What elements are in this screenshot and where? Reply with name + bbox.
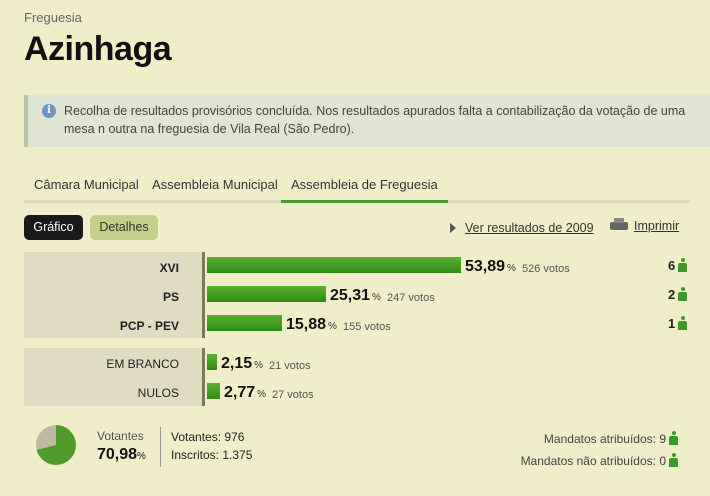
mandates-count: 1 xyxy=(668,316,688,331)
turnout-percent-value: 70,98 xyxy=(97,446,138,463)
mandates-count: 6 xyxy=(668,258,688,273)
other-label: NULOS xyxy=(137,386,179,400)
mandates-count: 2 xyxy=(668,287,688,302)
result-bar xyxy=(207,315,282,331)
notice-text: Recolha de resultados provisórios conclu… xyxy=(64,104,686,136)
percent-unit: % xyxy=(257,389,267,400)
printer-icon xyxy=(610,218,628,232)
mandatos-nao-atribuidos: Mandatos não atribuídos: 0 xyxy=(521,453,678,468)
result-percent: 15,88% xyxy=(286,316,337,334)
other-bar xyxy=(207,383,220,399)
other-votes: 21 votos xyxy=(269,360,311,372)
party-label: XVI xyxy=(159,261,179,275)
result-percent: 25,31% xyxy=(330,287,381,305)
percent-unit: % xyxy=(507,263,516,274)
results-2009-link[interactable]: Ver resultados de 2009 xyxy=(450,221,594,235)
turnout-percent: 70,98% xyxy=(97,446,146,464)
other-votes-label-panel xyxy=(24,348,202,406)
percent-unit: % xyxy=(254,360,264,371)
party-label: PCP - PEV xyxy=(119,319,179,333)
percent-value: 2,15 xyxy=(221,355,253,372)
percent-unit: % xyxy=(328,321,337,332)
other-label: EM BRANCO xyxy=(106,357,179,371)
person-icon xyxy=(669,431,678,445)
results-2009-link-text[interactable]: Ver resultados de 2009 xyxy=(465,221,594,235)
tab-camara-municipal[interactable]: Câmara Municipal xyxy=(34,177,139,192)
result-votes: 247 votos xyxy=(387,292,435,304)
page-title: Azinhaga xyxy=(24,30,172,68)
turnout-label: Votantes xyxy=(97,429,144,443)
mandates-value: 1 xyxy=(668,316,676,331)
percent-value: 53,89 xyxy=(465,258,506,275)
tab-assembleia-freguesia[interactable]: Assembleia de Freguesia xyxy=(281,177,448,203)
result-percent: 53,89% xyxy=(465,258,516,276)
info-icon: i xyxy=(42,104,56,118)
axis-divider xyxy=(202,252,205,338)
result-bar xyxy=(207,257,461,273)
axis-divider xyxy=(202,348,205,406)
breadcrumb: Freguesia xyxy=(24,10,82,25)
percent-unit: % xyxy=(372,292,381,303)
tab-bar: Câmara Municipal Assembleia Municipal As… xyxy=(24,170,690,203)
mandates-value: 6 xyxy=(668,258,676,273)
pie-chart-icon xyxy=(36,425,76,465)
person-icon xyxy=(678,258,688,272)
other-votes: 27 votos xyxy=(272,389,314,401)
mandatos-atribuidos: Mandatos atribuídos: 9 xyxy=(544,431,678,446)
person-icon xyxy=(678,287,688,301)
result-votes: 526 votos xyxy=(522,263,570,275)
grafico-button[interactable]: Gráfico xyxy=(24,215,83,240)
inscritos-count: Inscritos: 1.375 xyxy=(171,448,253,462)
percent-value: 25,31 xyxy=(330,287,371,304)
triangle-right-icon xyxy=(450,223,456,233)
votantes-count: Votantes: 976 xyxy=(171,430,245,444)
print-link[interactable]: Imprimir xyxy=(610,218,679,233)
mandatos-atribuidos-text: Mandatos atribuídos: 9 xyxy=(543,432,666,446)
person-icon xyxy=(678,316,688,330)
notice-box: i Recolha de resultados provisórios conc… xyxy=(24,95,710,147)
party-label: PS xyxy=(162,290,179,304)
percent-unit: % xyxy=(137,451,146,462)
result-votes: 155 votos xyxy=(343,321,391,333)
other-percent: 2,77% xyxy=(224,384,266,402)
divider xyxy=(160,427,161,467)
print-link-text[interactable]: Imprimir xyxy=(634,219,680,233)
tab-assembleia-municipal[interactable]: Assembleia Municipal xyxy=(152,177,278,192)
mandates-value: 2 xyxy=(668,287,676,302)
mandatos-nao-atribuidos-text: Mandatos não atribuídos: 0 xyxy=(520,454,666,468)
detalhes-button[interactable]: Detalhes xyxy=(90,215,158,240)
person-icon xyxy=(669,453,678,467)
other-percent: 2,15% xyxy=(221,355,263,373)
result-bar xyxy=(207,286,326,302)
other-bar xyxy=(207,354,217,370)
percent-value: 2,77 xyxy=(224,384,256,401)
percent-value: 15,88 xyxy=(286,316,327,333)
parties-label-panel xyxy=(24,252,202,338)
